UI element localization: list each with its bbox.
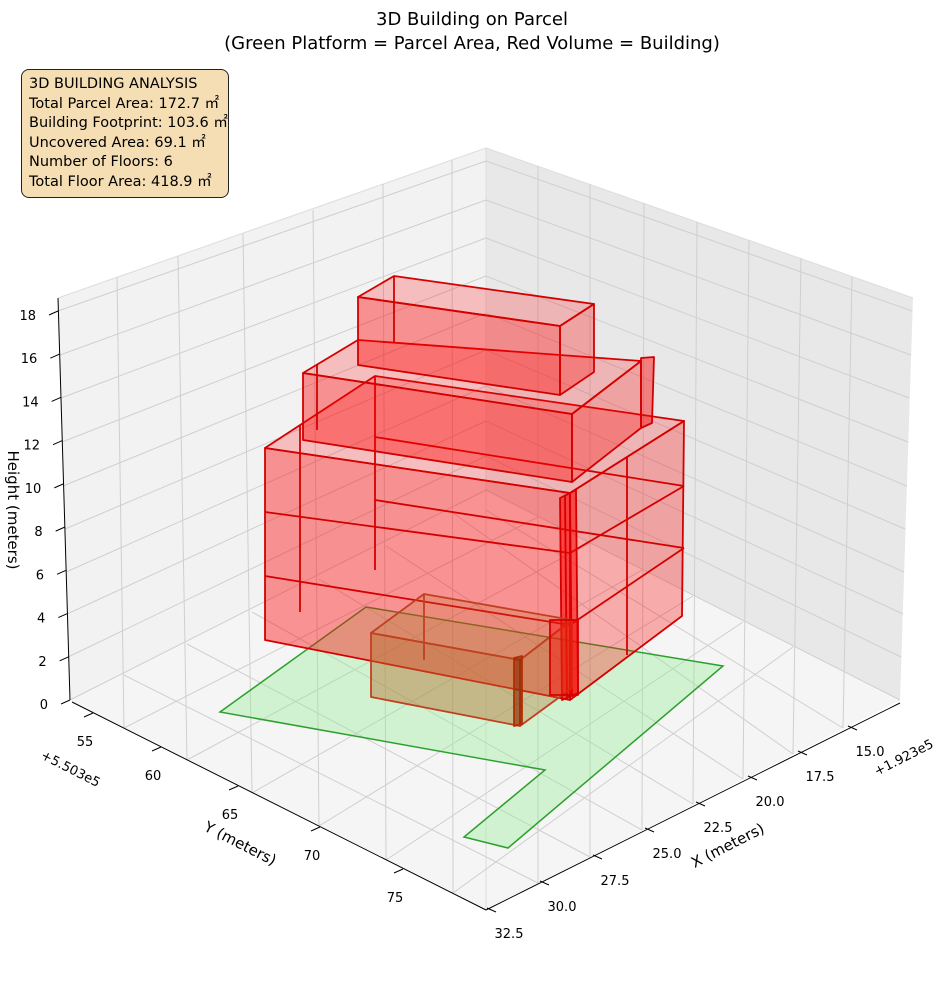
x-tick-label: 25.0 bbox=[653, 847, 682, 862]
y-tick-mark bbox=[83, 712, 94, 718]
x-tick-mark bbox=[847, 725, 858, 731]
info-uncovered-area: Uncovered Area: 69.1 ㎡ bbox=[29, 134, 206, 151]
parcel-platform bbox=[218, 606, 725, 849]
x-tick-mark bbox=[592, 854, 603, 860]
z-tick-mark bbox=[54, 483, 64, 489]
info-number-of-floors: Number of Floors: 6 bbox=[29, 154, 173, 170]
z-tick-label: 0 bbox=[40, 698, 48, 713]
z-tick-mark bbox=[60, 699, 71, 705]
y-tick-mark bbox=[228, 785, 239, 791]
y-tick-mark bbox=[310, 826, 321, 832]
z-tick-mark bbox=[58, 613, 68, 619]
analysis-info-box: 3D BUILDING ANALYSIS Total Parcel Area: … bbox=[21, 69, 229, 198]
x-axis-ticks: 15.0 17.5 20.0 22.5 25.0 27.5 30.0 32.5 bbox=[486, 725, 885, 942]
chart-title-line2: (Green Platform = Parcel Area, Red Volum… bbox=[224, 33, 720, 54]
y-axis-ticks: 55 60 65 70 75 bbox=[77, 712, 404, 906]
x-tick-label: 22.5 bbox=[704, 821, 733, 836]
z-tick-mark bbox=[52, 440, 63, 446]
x-tick-label: 15.0 bbox=[856, 745, 885, 760]
z-tick-mark bbox=[48, 310, 59, 316]
x-tick-label: 30.0 bbox=[548, 900, 577, 915]
z-tick-label: 16 bbox=[21, 352, 38, 367]
y-tick-mark bbox=[151, 746, 162, 752]
x-tick-label: 20.0 bbox=[756, 795, 785, 810]
y-tick-label: 75 bbox=[387, 891, 404, 906]
y-tick-label: 60 bbox=[145, 769, 162, 784]
axes-panes bbox=[57, 147, 914, 910]
x-tick-label: 17.5 bbox=[806, 770, 835, 785]
z-tick-label: 12 bbox=[23, 439, 40, 454]
y-axis-label: Y (meters) bbox=[200, 817, 279, 869]
building-volume bbox=[264, 275, 685, 727]
z-tick-label: 6 bbox=[36, 568, 44, 583]
z-tick-mark bbox=[50, 353, 60, 359]
z-tick-mark bbox=[56, 569, 67, 575]
x-tick-mark bbox=[747, 775, 758, 781]
z-axis-label: Height (meters) bbox=[4, 451, 22, 570]
chart-title-line1: 3D Building on Parcel bbox=[376, 9, 568, 30]
z-tick-mark bbox=[51, 396, 61, 402]
x-tick-label: 32.5 bbox=[495, 927, 524, 942]
x-tick-mark bbox=[539, 880, 550, 886]
z-tick-label: 10 bbox=[25, 482, 42, 497]
z-tick-label: 2 bbox=[38, 655, 46, 670]
x-tick-label: 27.5 bbox=[601, 874, 630, 889]
y-tick-label: 65 bbox=[222, 808, 239, 823]
y-tick-mark bbox=[393, 868, 404, 874]
grid-lines bbox=[57, 159, 913, 894]
info-total-parcel-area: Total Parcel Area: 172.7 ㎡ bbox=[29, 95, 220, 112]
z-tick-mark bbox=[55, 526, 65, 532]
z-tick-label: 4 bbox=[37, 612, 45, 627]
z-tick-mark bbox=[59, 656, 69, 662]
info-building-footprint: Building Footprint: 103.6 ㎡ bbox=[29, 115, 228, 131]
y-axis-offset: +5.503e5 bbox=[38, 748, 102, 791]
y-tick-label: 55 bbox=[77, 735, 94, 750]
z-tick-label: 8 bbox=[34, 525, 42, 540]
z-axis-ticks: 0 2 4 6 8 10 12 14 16 18 bbox=[19, 309, 71, 713]
x-tick-mark bbox=[695, 801, 706, 807]
axis-spines bbox=[57, 297, 901, 911]
x-tick-mark bbox=[486, 907, 497, 913]
y-tick-label: 70 bbox=[304, 849, 321, 864]
z-tick-label: 14 bbox=[22, 395, 39, 410]
info-heading: 3D BUILDING ANALYSIS bbox=[29, 76, 198, 92]
x-tick-mark bbox=[644, 827, 655, 833]
info-total-floor-area: Total Floor Area: 418.9 ㎡ bbox=[29, 173, 212, 190]
x-tick-mark bbox=[797, 750, 808, 756]
z-tick-label: 18 bbox=[19, 309, 36, 324]
